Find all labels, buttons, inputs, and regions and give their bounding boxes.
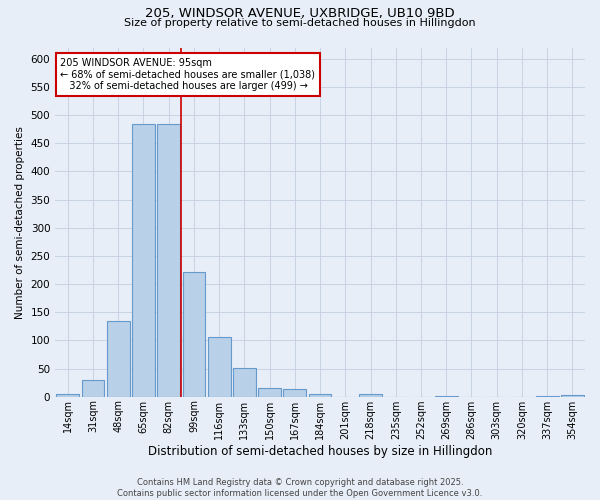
Bar [561, 395, 584, 396]
Bar [309, 394, 331, 396]
Bar [233, 368, 256, 396]
Bar [182, 272, 205, 396]
Bar [107, 320, 130, 396]
X-axis label: Distribution of semi-detached houses by size in Hillingdon: Distribution of semi-detached houses by … [148, 444, 492, 458]
Bar [157, 124, 180, 396]
Text: 205 WINDSOR AVENUE: 95sqm
← 68% of semi-detached houses are smaller (1,038)
   3: 205 WINDSOR AVENUE: 95sqm ← 68% of semi-… [61, 58, 316, 91]
Text: Size of property relative to semi-detached houses in Hillingdon: Size of property relative to semi-detach… [124, 18, 476, 28]
Bar [208, 337, 230, 396]
Bar [283, 389, 306, 396]
Y-axis label: Number of semi-detached properties: Number of semi-detached properties [15, 126, 25, 318]
Bar [82, 380, 104, 396]
Bar [56, 394, 79, 396]
Text: Contains HM Land Registry data © Crown copyright and database right 2025.
Contai: Contains HM Land Registry data © Crown c… [118, 478, 482, 498]
Bar [359, 394, 382, 396]
Bar [132, 124, 155, 396]
Text: 205, WINDSOR AVENUE, UXBRIDGE, UB10 9BD: 205, WINDSOR AVENUE, UXBRIDGE, UB10 9BD [145, 8, 455, 20]
Bar [258, 388, 281, 396]
